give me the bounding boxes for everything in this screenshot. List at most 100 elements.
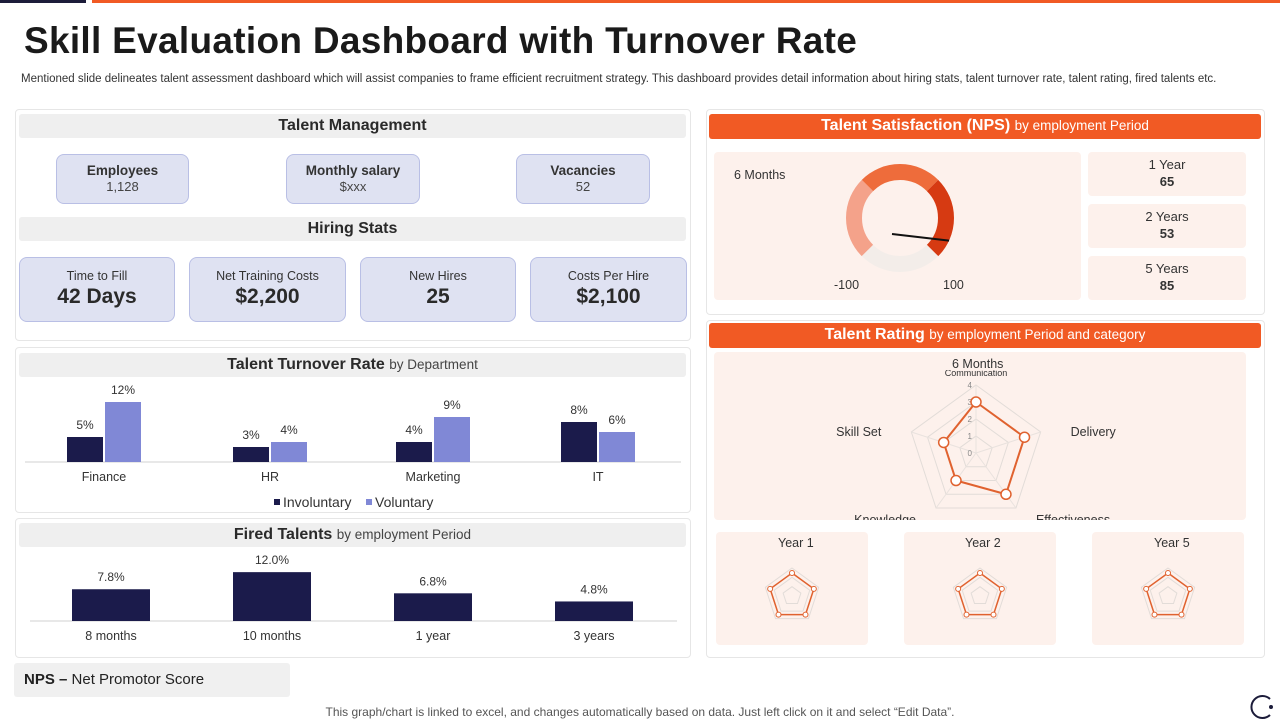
- radar-point-delivery[interactable]: [1018, 431, 1031, 443]
- rating-title-sub: by employment Period and category: [929, 327, 1146, 342]
- stat-costs-per-hire[interactable]: Costs Per Hire $2,100: [530, 257, 687, 322]
- mini-radar-grid: [970, 586, 990, 605]
- fired-category-label: 3 years: [574, 629, 615, 643]
- stat-value: 42 Days: [57, 285, 137, 308]
- mini-radar-point: [789, 570, 795, 577]
- mini-radar-point: [1143, 585, 1150, 592]
- radar-point-knowledge[interactable]: [950, 474, 962, 487]
- mini-radar-grid: [782, 586, 802, 605]
- kpi-value: 1,128: [106, 179, 139, 194]
- gauge-label: 6 Months: [734, 168, 786, 182]
- stat-new-hires[interactable]: New Hires 25: [360, 257, 516, 322]
- rating-header: Talent Rating by employment Period and c…: [709, 323, 1261, 348]
- gauge-needle: [891, 233, 950, 242]
- mini-radar-point: [767, 585, 774, 592]
- mini-radar-point: [963, 611, 970, 618]
- mini-radar-point: [1186, 585, 1193, 592]
- kpi-value: 52: [575, 179, 591, 194]
- turnover-bar-marketing-voluntary[interactable]: [434, 417, 470, 462]
- radar-background: [714, 352, 1246, 520]
- turnover-bar-it-involuntary[interactable]: [561, 422, 597, 462]
- mini-radars: [764, 567, 1196, 620]
- mini-radar-point: [775, 611, 782, 618]
- nps-period-label: 5 Years: [1145, 261, 1189, 276]
- mini-radar-point: [977, 570, 983, 577]
- legend-swatch-involuntary: [274, 499, 280, 505]
- mini-radar-series: [1145, 572, 1191, 616]
- radar-tick-label: 0: [968, 449, 973, 458]
- mini-radar-point: [1178, 611, 1185, 618]
- nps-period-label: 1 Year: [1148, 157, 1186, 172]
- fired-bar-3-years[interactable]: [555, 601, 633, 621]
- mini-radar-grid: [952, 567, 1008, 620]
- turnover-category-label: Finance: [82, 470, 127, 484]
- mini-radar-point: [810, 585, 817, 592]
- kpi-vacancies[interactable]: Vacancies 52: [516, 154, 650, 204]
- turnover-category-label: HR: [261, 470, 279, 484]
- top-accent-dark: [0, 0, 86, 3]
- turnover-title-sub: by Department: [389, 357, 478, 372]
- nps-period-value: 85: [1159, 278, 1175, 293]
- gauge-segment-mid: [861, 164, 939, 192]
- mini-radar-year-5-label: Year 5: [1154, 536, 1190, 550]
- fired-data-label: 12.0%: [255, 553, 289, 567]
- kpi-label: Monthly salary: [305, 163, 401, 178]
- radar-point-communication[interactable]: [970, 396, 982, 408]
- turnover-data-label: 9%: [443, 398, 461, 412]
- nps-period-value: 53: [1159, 226, 1175, 241]
- fired-bar-8-months[interactable]: [72, 589, 150, 621]
- stat-value: 25: [426, 285, 450, 308]
- radar-tick-label: 2: [968, 415, 973, 424]
- mini-radar-year-1-label: Year 1: [778, 536, 814, 550]
- nps-title-sub: by employment Period: [1014, 118, 1149, 133]
- gauge-min-label: -100: [834, 278, 860, 292]
- nps-period-5-years[interactable]: 5 Years 85: [1088, 256, 1246, 300]
- turnover-chart: 5% 12% Finance 3% 4% HR 4% 9% Marketing 8% 6% IT Inv…: [25, 383, 681, 510]
- kpi-label: Vacancies: [550, 163, 616, 178]
- legend-label-involuntary: Involuntary: [283, 494, 351, 510]
- turnover-category-label: Marketing: [406, 470, 461, 484]
- turnover-bar-marketing-involuntary[interactable]: [396, 442, 432, 462]
- stat-time-to-fill[interactable]: Time to Fill 42 Days: [19, 257, 175, 322]
- turnover-data-label: 3%: [242, 428, 260, 442]
- radar-axis-label: Communication: [945, 370, 1008, 378]
- fired-bar-1-year[interactable]: [394, 593, 472, 621]
- turnover-bar-it-voluntary[interactable]: [599, 432, 635, 462]
- fired-category-label: 10 months: [243, 629, 301, 643]
- stat-value: $2,100: [576, 285, 641, 308]
- radar-grid-ring: [910, 384, 1042, 509]
- radar-point-skill-set[interactable]: [937, 436, 950, 449]
- fired-header: Fired Talents by employment Period: [19, 523, 686, 547]
- mini-radar-grid: [1140, 567, 1196, 620]
- gauge-max-label: 100: [943, 278, 964, 292]
- kpi-employees[interactable]: Employees 1,128: [56, 154, 189, 204]
- mini-radar-grid: [1158, 586, 1178, 605]
- radar-axis-label: Effectiveness: [1036, 513, 1110, 520]
- turnover-bar-hr-involuntary[interactable]: [233, 447, 269, 462]
- radar-point-effectiveness[interactable]: [1000, 488, 1012, 501]
- kpi-monthly-salary[interactable]: Monthly salary $xxx: [286, 154, 420, 204]
- mini-radar-year-2-label: Year 2: [965, 536, 1001, 550]
- fired-category-label: 1 year: [416, 629, 451, 643]
- radar-tick-label: 3: [968, 398, 973, 407]
- kpi-label: Employees: [86, 163, 159, 178]
- radar-grid-ring: [943, 418, 1009, 482]
- nps-period-2-years[interactable]: 2 Years 53: [1088, 204, 1246, 248]
- turnover-bar-finance-involuntary[interactable]: [67, 437, 103, 462]
- radar-series-line: [942, 400, 1026, 496]
- nps-period-1-year[interactable]: 1 Year 65: [1088, 152, 1246, 196]
- stat-label: New Hires: [409, 269, 467, 283]
- radar-tick-label: 4: [968, 381, 973, 390]
- radar-title: 6 Months: [952, 357, 1004, 371]
- nps-legend-note: NPS – Net Promotor Score: [14, 663, 290, 697]
- stat-net-training-costs[interactable]: Net Training Costs $2,200: [189, 257, 346, 322]
- turnover-bar-finance-voluntary[interactable]: [105, 402, 141, 462]
- turnover-data-label: 4%: [280, 423, 298, 437]
- fired-bar-10-months[interactable]: [233, 572, 311, 621]
- turnover-bar-hr-voluntary[interactable]: [271, 442, 307, 462]
- nps-legend-abbr: NPS –: [24, 671, 68, 688]
- mini-radar-year-1-card: [716, 532, 868, 645]
- stat-label: Net Training Costs: [216, 269, 319, 283]
- stat-label: Costs Per Hire: [567, 269, 650, 283]
- radar-grid-ring: [959, 435, 993, 468]
